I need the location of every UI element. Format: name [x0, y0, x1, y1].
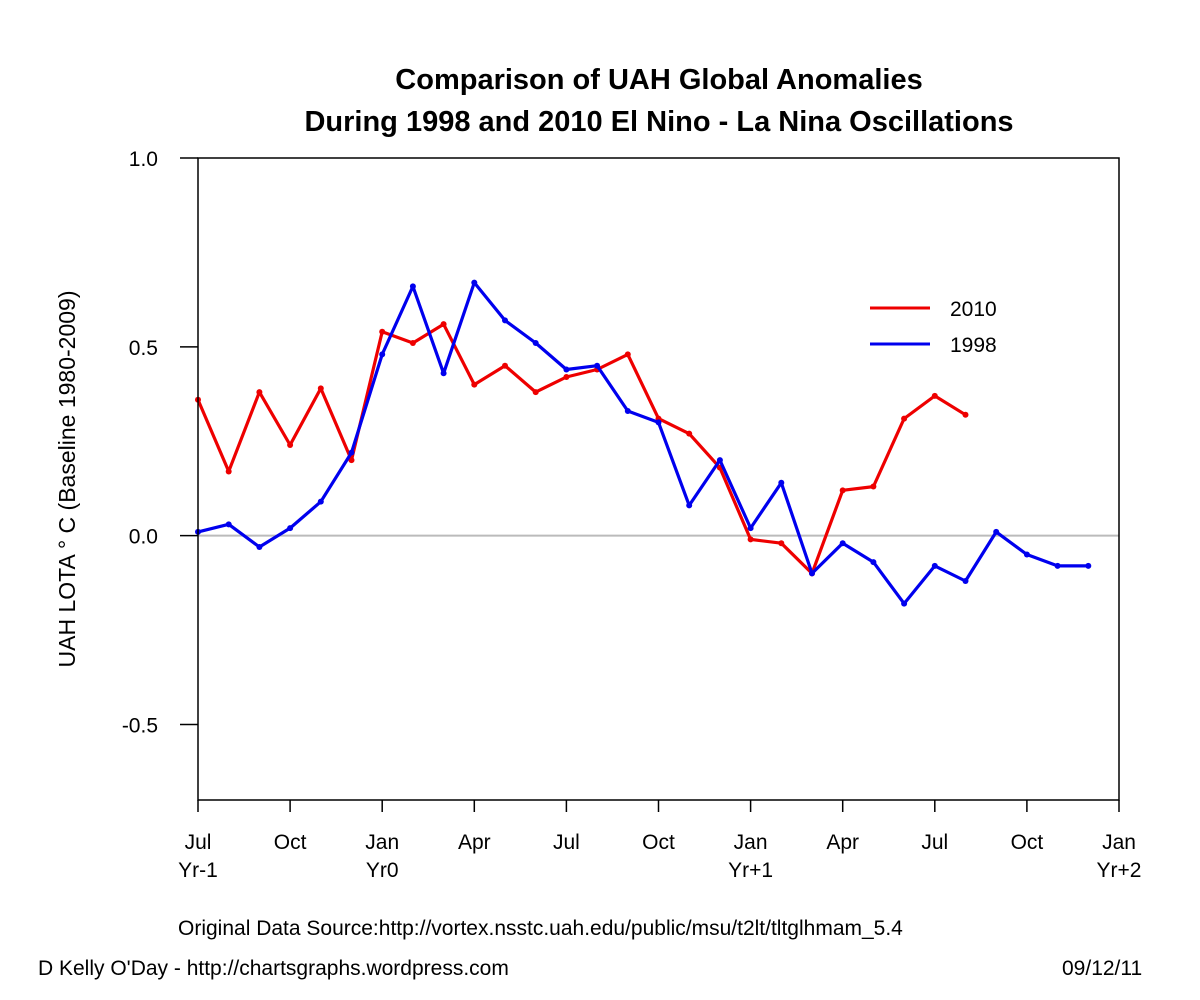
legend: 2010 1998: [870, 298, 997, 357]
data-point-1998: [931, 562, 938, 569]
y-tick-label: -0.5: [122, 714, 158, 737]
data-point-1998: [1023, 551, 1030, 558]
data-point-2010: [563, 374, 570, 381]
data-point-2010: [471, 381, 478, 388]
data-source-note: Original Data Source:http://vortex.nsstc…: [178, 917, 903, 940]
y-axis: 1.0 0.5 0.0 -0.5: [122, 148, 198, 737]
data-point-1998: [256, 543, 263, 550]
x-tick-label: Jan: [365, 831, 399, 854]
data-point-1998: [409, 283, 416, 290]
data-point-2010: [624, 351, 631, 358]
chart-title-line2: During 1998 and 2010 El Nino - La Nina O…: [304, 106, 1013, 138]
data-point-1998: [870, 559, 877, 566]
data-point-1998: [839, 540, 846, 547]
data-point-2010: [502, 362, 508, 369]
series-2010: [195, 321, 969, 577]
data-point-1998: [747, 525, 754, 532]
data-point-1998: [532, 340, 539, 347]
data-point-1998: [1085, 562, 1092, 569]
series-layer: [195, 279, 1092, 607]
y-tick-label: 1.0: [129, 148, 158, 171]
x-tick-label: Oct: [642, 831, 675, 854]
data-point-2010: [839, 487, 846, 494]
data-point-1998: [379, 351, 386, 358]
data-point-2010: [870, 483, 877, 490]
data-point-2010: [901, 415, 908, 422]
legend-label-1998: 1998: [950, 334, 997, 357]
y-tick-label: 0.0: [129, 526, 158, 549]
data-point-1998: [348, 449, 355, 456]
data-point-1998: [594, 362, 601, 369]
data-point-1998: [962, 577, 969, 584]
x-tick-sublabel: Yr+2: [1097, 859, 1142, 882]
series-line-1998: [196, 281, 1090, 606]
data-point-2010: [287, 442, 294, 449]
data-point-1998: [317, 498, 324, 505]
data-point-2010: [747, 536, 754, 543]
data-point-1998: [225, 521, 232, 528]
y-tick-label: 0.5: [129, 337, 158, 360]
x-tick-label: Jan: [1102, 831, 1136, 854]
data-point-2010: [379, 328, 386, 335]
y-axis-label: UAH LOTA ° C (Baseline 1980-2009): [54, 291, 80, 668]
data-point-2010: [348, 457, 355, 464]
data-point-2010: [409, 340, 416, 347]
chart-title-line1: Comparison of UAH Global Anomalies: [395, 64, 922, 96]
x-axis: Jul Yr-1 Oct Jan Yr0 Apr Jul Oct Jan Yr+1 Apr Jul Oc…: [178, 800, 1141, 882]
data-point-1998: [502, 317, 508, 324]
data-point-2010: [931, 392, 938, 399]
x-tick-label: Apr: [826, 831, 859, 854]
data-point-1998: [993, 528, 1000, 535]
data-point-2010: [440, 321, 447, 328]
legend-label-2010: 2010: [950, 298, 997, 321]
chart-date: 09/12/11: [1062, 957, 1143, 980]
x-tick-label: Apr: [458, 831, 491, 854]
x-tick-label: Jul: [185, 831, 212, 854]
data-point-1998: [624, 408, 631, 415]
x-tick-label: Oct: [1011, 831, 1044, 854]
x-tick-sublabel: Yr-1: [178, 859, 218, 882]
data-point-1998: [778, 479, 785, 486]
x-tick-sublabel: Yr0: [366, 859, 399, 882]
x-tick-label: Oct: [274, 831, 307, 854]
data-point-1998: [686, 502, 693, 509]
x-tick-sublabel: Yr+1: [728, 859, 773, 882]
data-point-1998: [440, 370, 447, 377]
data-point-1998: [287, 525, 294, 532]
series-1998: [195, 279, 1092, 607]
data-point-1998: [901, 600, 908, 607]
data-point-1998: [563, 366, 570, 373]
series-line-2010: [196, 322, 968, 576]
x-tick-label: Jul: [553, 831, 580, 854]
data-point-2010: [778, 540, 785, 547]
data-point-2010: [256, 389, 263, 396]
data-point-2010: [686, 430, 693, 437]
data-point-2010: [532, 389, 539, 396]
data-point-1998: [471, 279, 478, 286]
x-tick-label: Jul: [921, 831, 948, 854]
data-point-2010: [225, 468, 232, 475]
data-point-2010: [317, 385, 324, 392]
data-point-1998: [716, 457, 723, 464]
author-credit: D Kelly O'Day - http://chartsgraphs.word…: [38, 957, 509, 980]
data-point-1998: [809, 570, 815, 577]
data-point-1998: [655, 419, 662, 426]
data-point-1998: [1054, 562, 1061, 569]
x-tick-label: Jan: [734, 831, 768, 854]
data-point-2010: [962, 411, 969, 418]
